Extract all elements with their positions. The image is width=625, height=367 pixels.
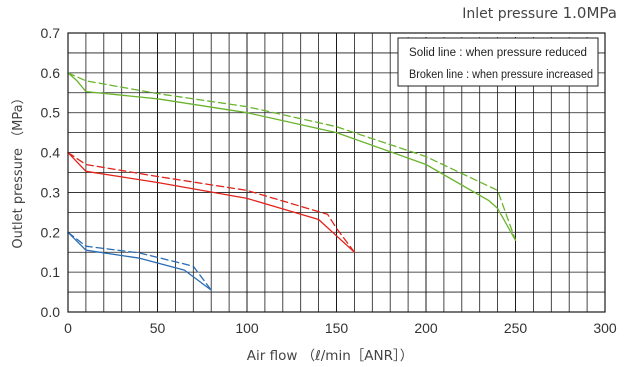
x-tick-label: 150 <box>325 320 349 336</box>
y-tick-label: 0.7 <box>41 25 61 41</box>
series-red-dashed-line <box>67 151 356 253</box>
tick-labels: 0 50 100 150 200 250 300 0.0 0.1 0.2 0.3 0.4 0.5 0.6 0… <box>41 25 617 336</box>
legend-frame <box>397 37 599 87</box>
series-blue-dashed-line <box>67 231 212 291</box>
x-tick-label: 250 <box>504 320 528 336</box>
y-tick-label: 0.2 <box>41 224 61 240</box>
x-tick-label: 100 <box>235 320 259 336</box>
y-tick-label: 0.3 <box>41 184 61 200</box>
x-tick-label: 0 <box>64 320 72 336</box>
x-axis-label: Air flow （ℓ/min［ANR］） <box>247 348 413 364</box>
inlet-pressure-prefix: Inlet pressure <box>462 6 559 22</box>
inlet-pressure-annotation: Inlet pressure 1.0MPa <box>462 4 617 22</box>
y-tick-label: 0.0 <box>41 304 61 320</box>
series-green-solid-line <box>67 72 517 241</box>
series-red-solid-line <box>67 151 356 253</box>
x-tick-label: 50 <box>150 320 166 336</box>
legend-solid-note: Solid line : when pressure reduced <box>409 47 587 59</box>
y-tick-label: 0.6 <box>41 65 61 81</box>
legend-broken-note: Broken line : when pressure increased <box>409 69 593 81</box>
inlet-pressure-value: 1.0MPa <box>562 4 617 22</box>
x-tick-label: 300 <box>593 320 617 336</box>
y-tick-label: 0.5 <box>41 105 61 121</box>
x-tick-label: 200 <box>414 320 438 336</box>
series-blue-solid-line <box>67 231 212 291</box>
y-tick-label: 0.1 <box>41 264 61 280</box>
y-tick-label: 0.4 <box>41 145 61 161</box>
legend-clearance <box>398 33 605 37</box>
y-axis-label: Outlet pressure （MPa） <box>11 91 26 248</box>
series-green-dashed-line <box>67 72 517 241</box>
series-lines <box>67 72 517 291</box>
plot-border <box>67 32 606 313</box>
legend-box: Solid line : when pressure reduced Broke… <box>397 37 599 87</box>
plot-frame <box>67 32 606 313</box>
